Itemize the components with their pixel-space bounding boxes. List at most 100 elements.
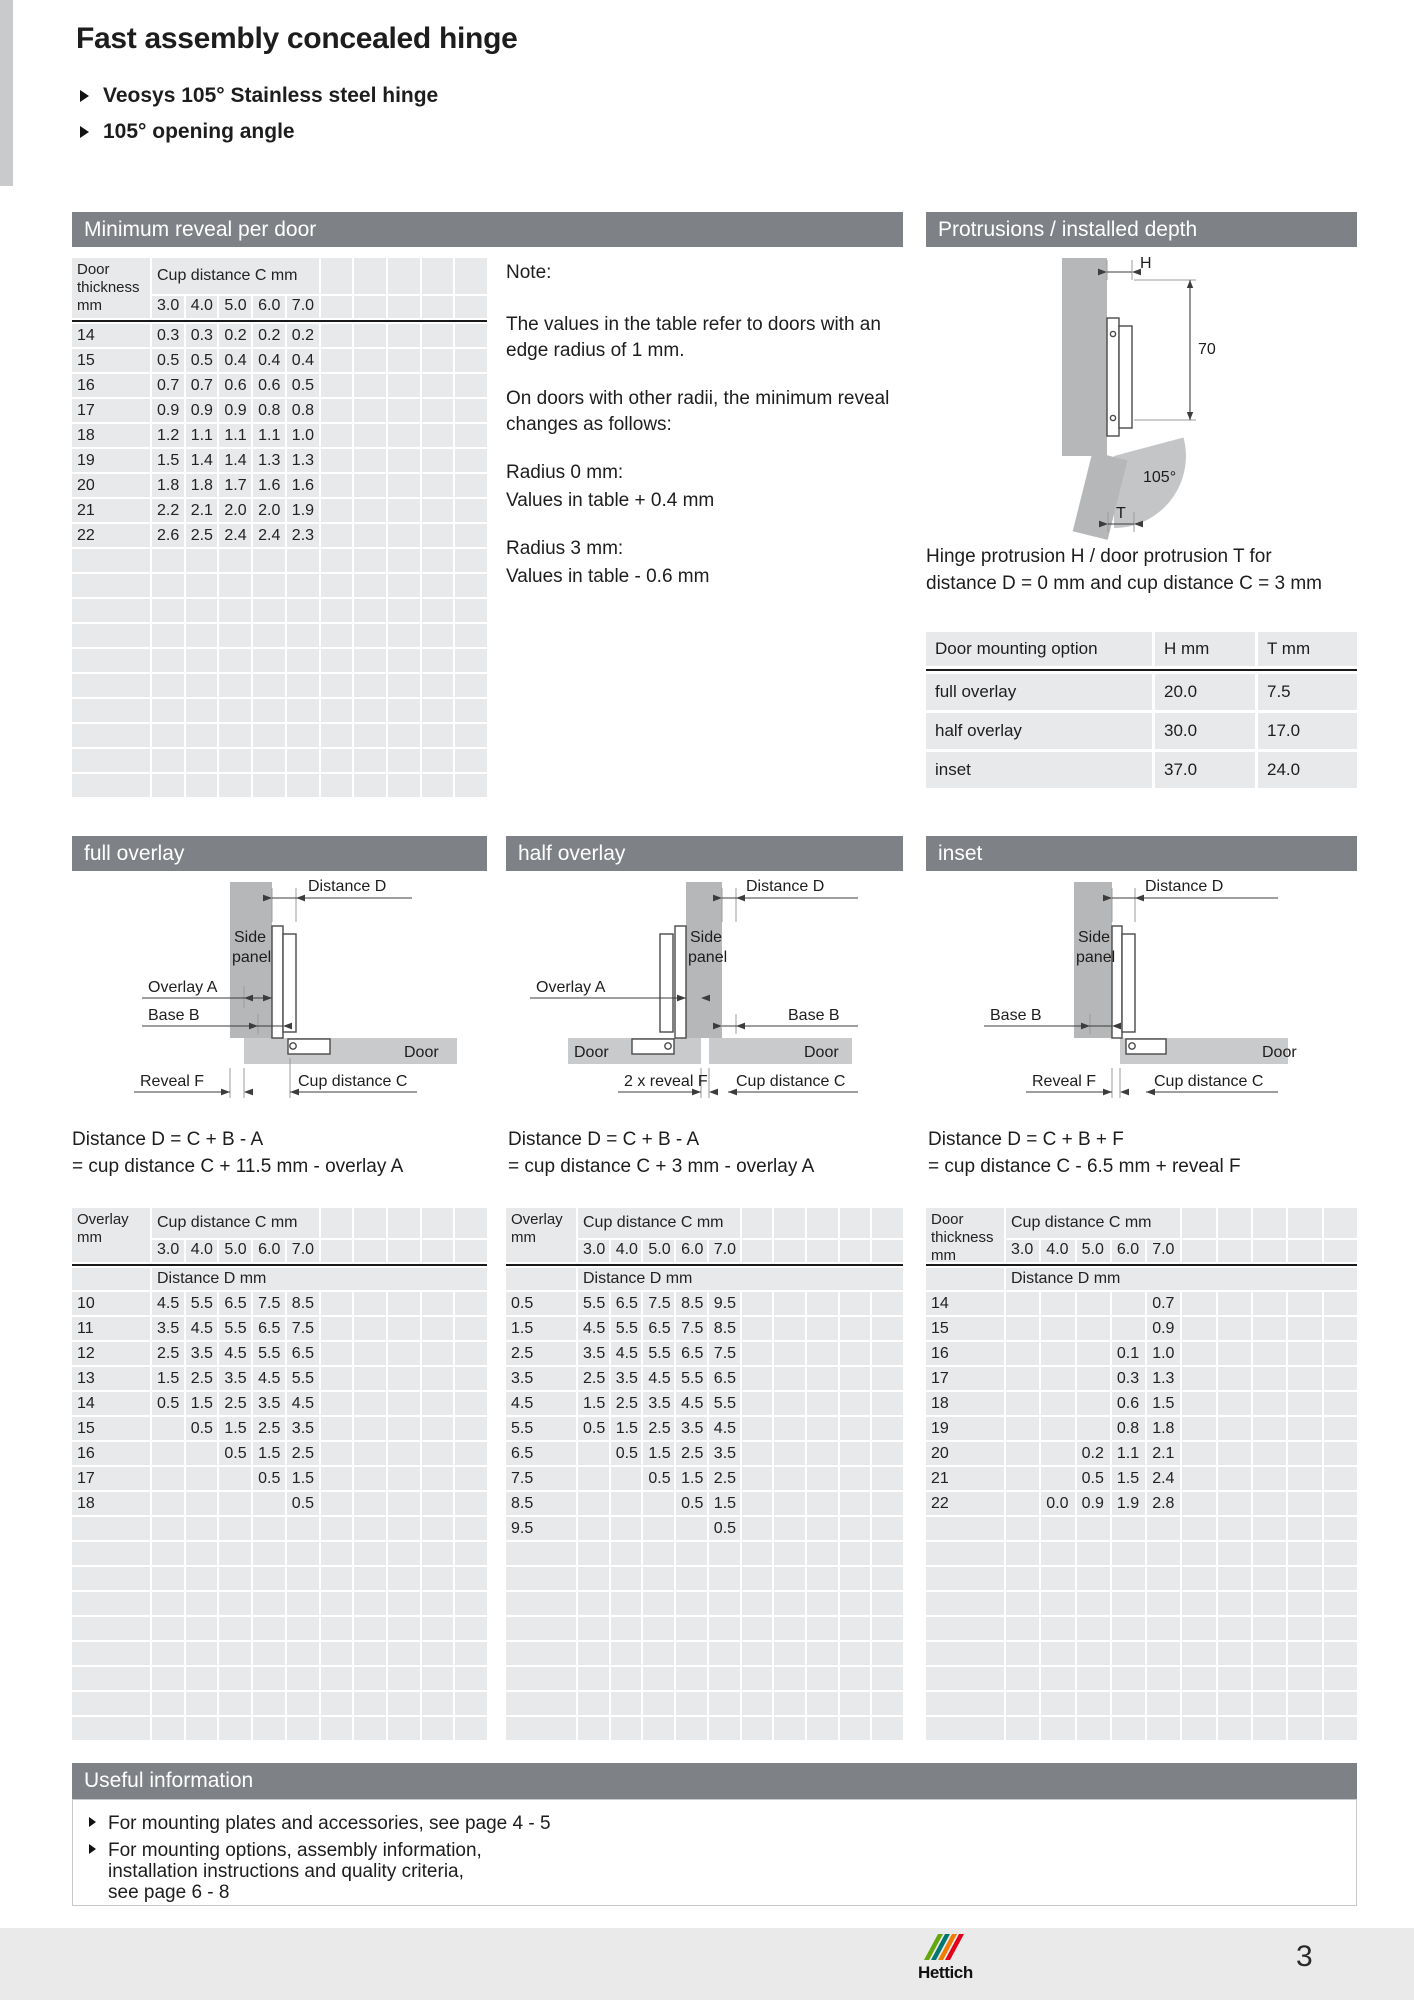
table-cell bbox=[676, 1517, 707, 1540]
table-cell bbox=[219, 1642, 252, 1665]
table-cell: 1.5 bbox=[253, 1442, 285, 1465]
table-cell: 4.5 bbox=[286, 1392, 319, 1415]
table-cell bbox=[455, 1592, 487, 1615]
table-cell bbox=[72, 649, 150, 672]
table-cell bbox=[72, 699, 150, 722]
table-cell bbox=[219, 1667, 252, 1690]
table-cell: 4.0 bbox=[185, 1240, 218, 1262]
table-cell bbox=[185, 674, 218, 697]
table-cell bbox=[1288, 1542, 1322, 1565]
table-cell bbox=[455, 324, 487, 347]
h-dim-label: H bbox=[1140, 255, 1152, 272]
table-cell bbox=[643, 1667, 675, 1690]
page-number: 3 bbox=[1296, 1940, 1313, 1973]
table-cell bbox=[578, 1667, 609, 1690]
table-cell bbox=[219, 1717, 252, 1740]
table-cell bbox=[1076, 1717, 1110, 1740]
table-cell bbox=[354, 524, 386, 547]
table-cell bbox=[872, 1667, 903, 1690]
table-cell bbox=[1288, 1342, 1322, 1365]
table-cell bbox=[421, 1592, 454, 1615]
table-cell bbox=[708, 1692, 740, 1715]
table-cell bbox=[219, 1567, 252, 1590]
table-cell: 4.5 bbox=[152, 1292, 184, 1315]
table-cell bbox=[1323, 1442, 1357, 1465]
table-cell bbox=[421, 374, 454, 397]
table-cell bbox=[1323, 1667, 1357, 1690]
table-cell bbox=[774, 1542, 805, 1565]
table-cell bbox=[72, 624, 150, 647]
table-cell: 1.0 bbox=[1147, 1342, 1181, 1365]
table-cell bbox=[185, 1467, 218, 1490]
table-cell bbox=[1288, 1240, 1322, 1262]
table-cell bbox=[455, 1642, 487, 1665]
table-cell bbox=[219, 1467, 252, 1490]
table-cell bbox=[219, 674, 252, 697]
table-cell bbox=[1111, 1617, 1146, 1640]
note-radius3-label: Radius 3 mm: bbox=[506, 538, 624, 559]
table-cell bbox=[455, 1392, 487, 1415]
table-cell: 8.5 bbox=[708, 1317, 740, 1340]
table-cell: inset bbox=[926, 752, 1152, 788]
table-cell: 9.5 bbox=[708, 1292, 740, 1315]
table-cell: 16 bbox=[72, 374, 150, 397]
table-cell: Overlay mm bbox=[506, 1208, 576, 1262]
table-cell bbox=[839, 1367, 871, 1390]
table-cell: 16 bbox=[926, 1342, 1004, 1365]
table-cell bbox=[387, 1717, 420, 1740]
table-cell: 0.5 bbox=[708, 1517, 740, 1540]
table-cell bbox=[320, 774, 353, 797]
table-cell bbox=[421, 449, 454, 472]
table-cell bbox=[320, 1717, 353, 1740]
table-cell bbox=[806, 1342, 838, 1365]
t-dim-label: T bbox=[1116, 505, 1126, 522]
table-cell bbox=[354, 1240, 386, 1262]
table-cell: 3.5 bbox=[578, 1342, 609, 1365]
table-cell bbox=[152, 1517, 184, 1540]
table-cell bbox=[320, 1592, 353, 1615]
table-cell bbox=[1253, 1392, 1287, 1415]
note-paragraph: On doors with other radii, the minimum r… bbox=[506, 388, 890, 435]
logo-stripe bbox=[938, 1934, 957, 1960]
table-cell bbox=[253, 1717, 285, 1740]
table-cell bbox=[839, 1592, 871, 1615]
table-cell bbox=[354, 296, 386, 318]
table-cell bbox=[1253, 1208, 1287, 1238]
table-cell bbox=[774, 1592, 805, 1615]
table-cell bbox=[387, 1642, 420, 1665]
table-cell bbox=[286, 1517, 319, 1540]
table-cell bbox=[506, 1592, 576, 1615]
table-cell bbox=[354, 649, 386, 672]
table-cell: 18 bbox=[926, 1392, 1004, 1415]
table-cell bbox=[152, 574, 184, 597]
table-cell bbox=[152, 1442, 184, 1465]
table-cell bbox=[774, 1692, 805, 1715]
side-panel bbox=[1074, 882, 1112, 1038]
table-cell bbox=[455, 524, 487, 547]
table-cell bbox=[421, 574, 454, 597]
table-cell bbox=[676, 1717, 707, 1740]
table-cell bbox=[872, 1240, 903, 1262]
table-cell bbox=[1041, 1617, 1075, 1640]
table-cell bbox=[1253, 1292, 1287, 1315]
table-cell: 2.0 bbox=[219, 499, 252, 522]
table-cell bbox=[1076, 1292, 1110, 1315]
table-cell bbox=[286, 1592, 319, 1615]
table-cell: 0.5 bbox=[610, 1442, 642, 1465]
table-cell bbox=[253, 1542, 285, 1565]
table-cell: 6.5 bbox=[506, 1442, 576, 1465]
table-cell: 1.6 bbox=[253, 474, 285, 497]
table-cell bbox=[1217, 1417, 1252, 1440]
table-cell: Cup distance C mm bbox=[1006, 1208, 1181, 1238]
table-cell: full overlay bbox=[926, 674, 1152, 710]
table-cell bbox=[72, 599, 150, 622]
table-cell: 2.4 bbox=[1147, 1467, 1181, 1490]
table-cell bbox=[1323, 1542, 1357, 1565]
table-cell bbox=[1076, 1567, 1110, 1590]
table-cell bbox=[219, 1542, 252, 1565]
table-cell bbox=[185, 699, 218, 722]
table-cell: 5.0 bbox=[643, 1240, 675, 1262]
table-cell bbox=[1323, 1517, 1357, 1540]
base-b-label: Base B bbox=[990, 1007, 1042, 1024]
